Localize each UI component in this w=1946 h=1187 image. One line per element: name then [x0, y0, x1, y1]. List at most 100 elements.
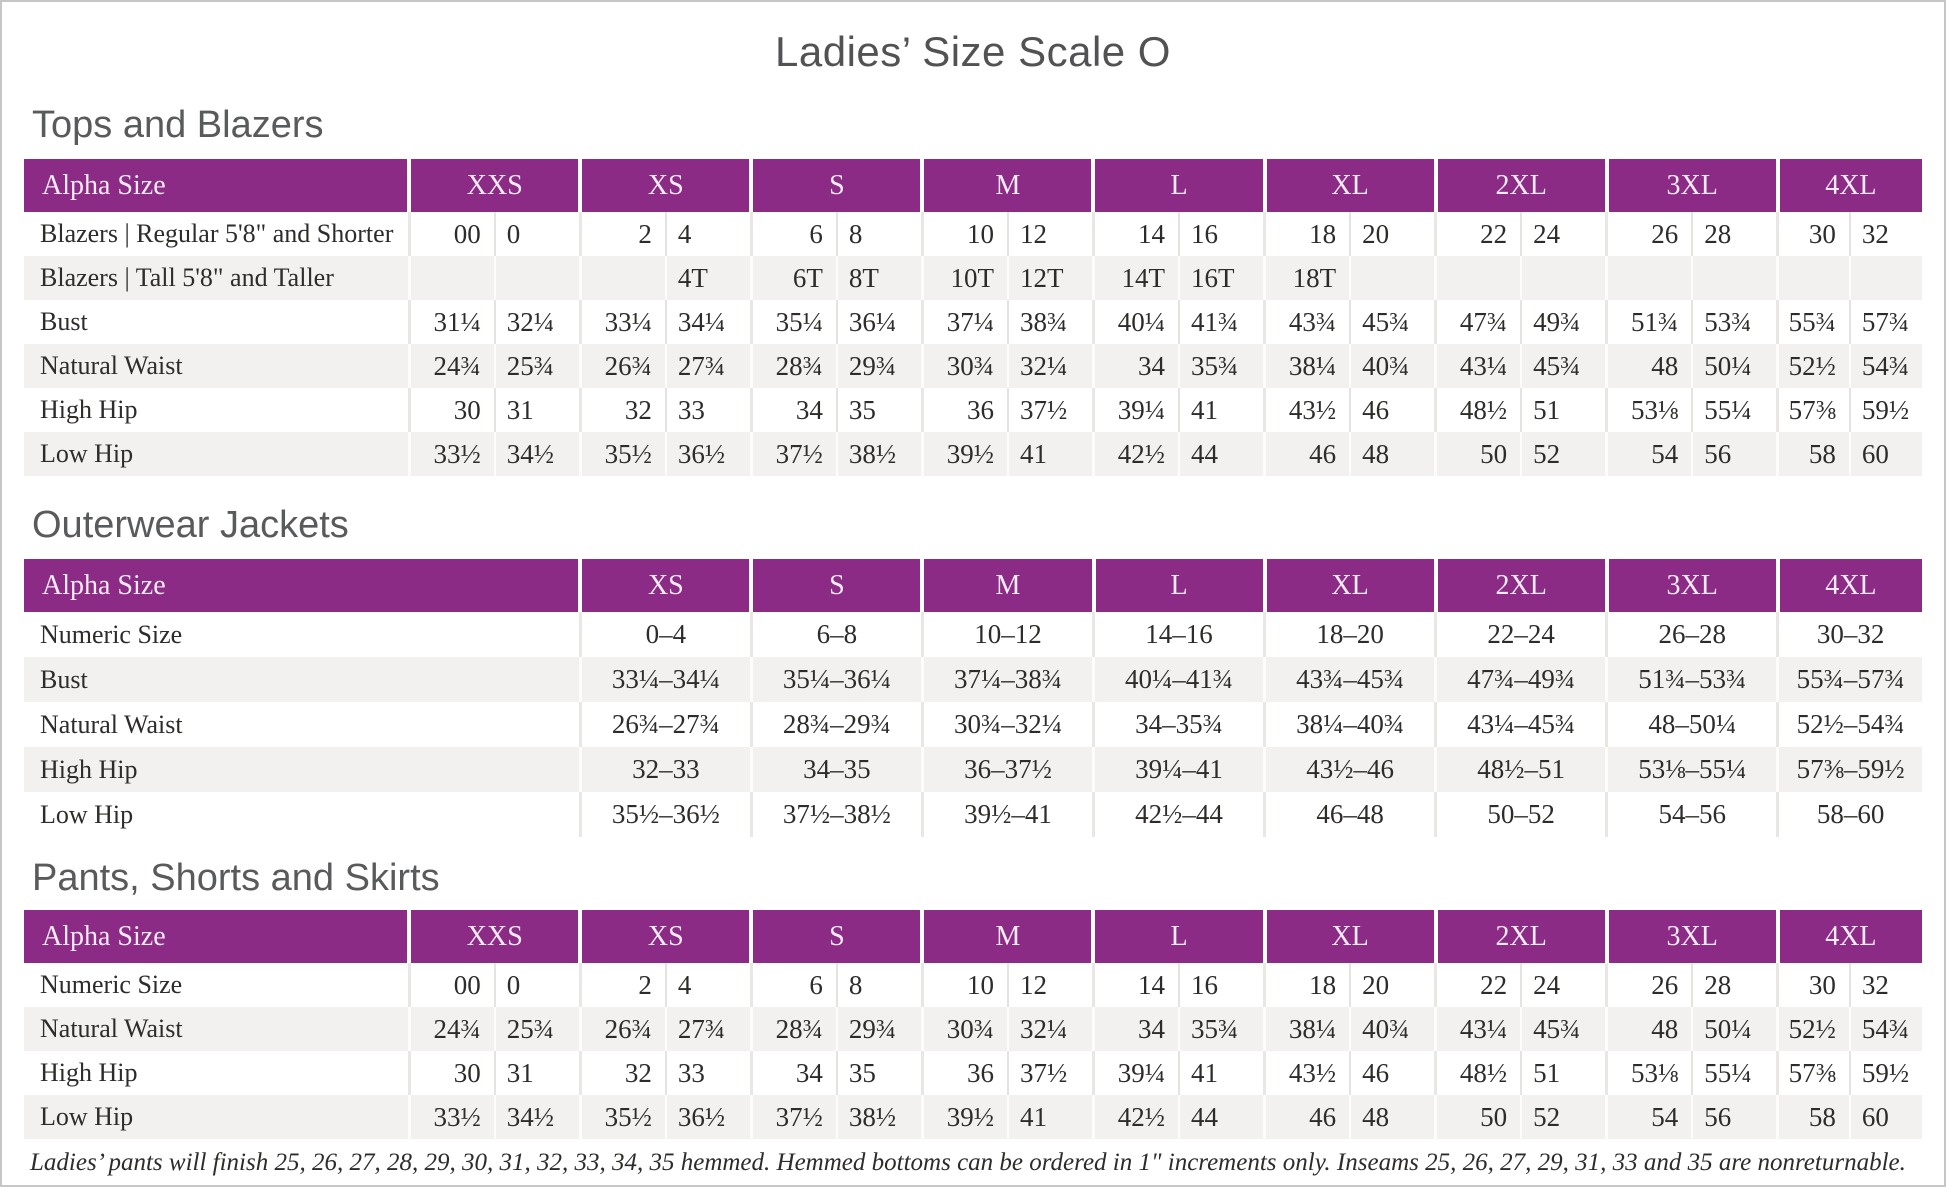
size-value-cell: 22 — [1434, 963, 1522, 1007]
size-value-cell: 10T — [920, 256, 1008, 300]
size-value-cell: 34½ — [493, 1095, 581, 1139]
size-value-cell: 48–50¼ — [1605, 702, 1778, 747]
table-row: High Hip 30 31 32 33 34 35 36 37½ 39¼ 41 43½ 46 48½ 51… — [24, 1051, 1922, 1095]
size-value-cell — [1434, 256, 1522, 300]
size-column-header: XS — [578, 910, 752, 963]
size-value-cell: 43½–46 — [1263, 747, 1436, 792]
size-value-cell: 35½ — [578, 1095, 666, 1139]
size-column-header: 3XL — [1604, 159, 1778, 212]
size-value-cell: 42½ — [1091, 1095, 1180, 1139]
size-column-header: M — [920, 159, 1094, 212]
size-value-cell: 35¼–36¼ — [749, 657, 923, 702]
size-value-cell: 34–35¾ — [1091, 702, 1265, 747]
size-value-cell: 52½ — [1776, 1007, 1850, 1051]
size-value-cell: 30¾–32¼ — [920, 702, 1094, 747]
row-label: Blazers | Regular 5'8" and Shorter — [40, 219, 394, 248]
size-value-cell: 14–16 — [1091, 612, 1265, 657]
row-label: Natural Waist — [40, 351, 183, 380]
size-value-cell — [578, 256, 666, 300]
size-value-cell: 57¾ — [1848, 300, 1922, 344]
size-column-header: M — [920, 910, 1094, 963]
size-value-cell — [1848, 256, 1922, 300]
size-value-cell: 8T — [835, 256, 923, 300]
header-row: Alpha Size XXS XS S M L XL 2XL 3XL 4XL — [24, 910, 1922, 963]
size-value-cell: 53⅛ — [1605, 1051, 1693, 1095]
size-value-cell: 39½–41 — [920, 792, 1094, 837]
size-value-cell: 56 — [1691, 1095, 1778, 1139]
size-value-cell: 50¼ — [1691, 1007, 1778, 1051]
size-column-header: S — [749, 159, 923, 212]
size-column-header: XL — [1262, 910, 1436, 963]
size-value-cell: 36½ — [664, 432, 752, 476]
size-value-cell: 51 — [1520, 388, 1607, 432]
table-row: Natural Waist 26¾–27¾ 28¾–29¾ 30¾–32¼ 34–35¾… — [24, 702, 1922, 747]
size-value-cell: 22 — [1434, 212, 1522, 256]
row-label: Bust — [40, 307, 88, 336]
size-value-cell: 43¼ — [1434, 344, 1522, 388]
section-tops-and-blazers: Tops and Blazers Alpha Size XXS XS S M L XL 2XL… — [24, 104, 1922, 476]
size-value-cell: 27¾ — [664, 344, 752, 388]
size-column-header: S — [749, 559, 923, 612]
size-value-cell: 4 — [664, 212, 752, 256]
size-value-cell: 54 — [1605, 1095, 1693, 1139]
size-value-cell: 48 — [1349, 432, 1436, 476]
size-value-cell: 38¼ — [1263, 1007, 1351, 1051]
table-row: Bust 33¼–34¼ 35¼–36¼ 37¼–38¾ 40¼–41¾ 43¾–45¾ 4… — [24, 657, 1922, 702]
row-label: Low Hip — [40, 439, 134, 468]
size-value-cell: 26–28 — [1605, 612, 1778, 657]
size-value-cell: 37½ — [1006, 1051, 1094, 1095]
size-value-cell: 31 — [493, 388, 581, 432]
size-value-cell: 55¾–57¾ — [1776, 657, 1922, 702]
size-value-cell: 36 — [920, 1051, 1008, 1095]
row-label: Low Hip — [40, 799, 134, 829]
size-value-cell: 20 — [1349, 963, 1436, 1007]
size-value-cell: 34 — [749, 388, 837, 432]
alpha-size-header-cell: Alpha Size — [24, 910, 410, 963]
size-value-cell: 39½ — [920, 1095, 1008, 1139]
row-label: High Hip — [40, 395, 138, 424]
size-value-cell: 33 — [664, 388, 752, 432]
size-value-cell: 28 — [1691, 212, 1778, 256]
size-column-header: XS — [578, 159, 752, 212]
size-value-cell: 38¼–40¾ — [1263, 702, 1436, 747]
size-value-cell: 40¼–41¾ — [1091, 657, 1265, 702]
size-value-cell: 50¼ — [1691, 344, 1778, 388]
size-value-cell: 54¾ — [1848, 344, 1922, 388]
size-value-cell: 14T — [1091, 256, 1180, 300]
size-value-cell: 36–37½ — [920, 747, 1094, 792]
row-label: Natural Waist — [40, 1014, 183, 1043]
size-value-cell: 51¾ — [1605, 300, 1693, 344]
size-value-cell — [1520, 256, 1607, 300]
size-value-cell: 45¾ — [1520, 344, 1607, 388]
size-value-cell: 43¼ — [1434, 1007, 1522, 1051]
size-value-cell: 54¾ — [1848, 1007, 1922, 1051]
size-value-cell: 46 — [1349, 388, 1436, 432]
size-value-cell: 46 — [1263, 1095, 1351, 1139]
size-value-cell: 14 — [1091, 212, 1180, 256]
size-value-cell: 26 — [1605, 963, 1693, 1007]
size-value-cell: 41 — [1006, 1095, 1094, 1139]
size-value-cell: 26¾ — [578, 344, 666, 388]
size-value-cell: 39½ — [920, 432, 1008, 476]
size-value-cell: 43¾ — [1263, 300, 1351, 344]
size-value-cell: 59½ — [1848, 388, 1922, 432]
size-value-cell: 34¼ — [664, 300, 752, 344]
size-value-cell: 47¾–49¾ — [1434, 657, 1607, 702]
size-value-cell: 43¼–45¾ — [1434, 702, 1607, 747]
size-value-cell: 55¼ — [1691, 388, 1778, 432]
table-row: Low Hip 35½–36½ 37½–38½ 39½–41 42½–44 46–48 50… — [24, 792, 1922, 837]
size-column-header: XL — [1262, 159, 1436, 212]
size-value-cell: 54–56 — [1605, 792, 1778, 837]
size-value-cell: 38¾ — [1006, 300, 1094, 344]
size-value-cell — [1691, 256, 1778, 300]
size-value-cell: 30¾ — [920, 344, 1008, 388]
size-value-cell: 35½ — [578, 432, 666, 476]
size-value-cell: 28¾ — [749, 1007, 837, 1051]
size-value-cell: 57⅜ — [1776, 1051, 1850, 1095]
size-value-cell: 34 — [1091, 344, 1180, 388]
size-value-cell: 12T — [1006, 256, 1094, 300]
size-value-cell — [493, 256, 581, 300]
size-value-cell: 28¾ — [749, 344, 837, 388]
size-value-cell: 24 — [1520, 212, 1607, 256]
size-column-header: L — [1091, 910, 1265, 963]
